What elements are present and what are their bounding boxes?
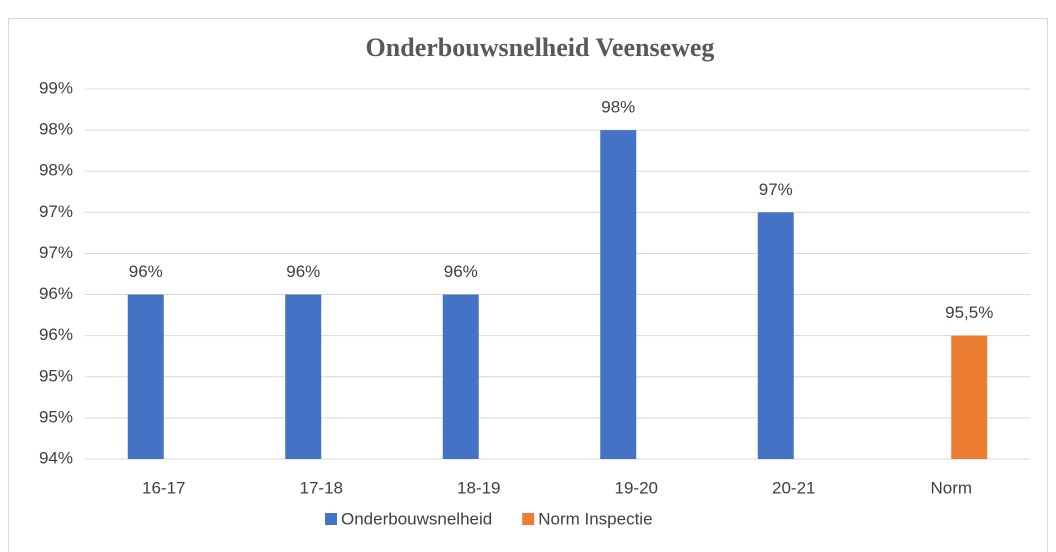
y-tick-label: 95% xyxy=(39,366,73,385)
legend-label: Norm Inspectie xyxy=(538,509,652,528)
bar xyxy=(951,335,988,459)
legend-swatch xyxy=(325,513,337,525)
data-label: 96% xyxy=(129,262,163,281)
data-label: 97% xyxy=(759,180,793,199)
bar xyxy=(757,212,794,459)
bar xyxy=(285,294,322,459)
x-tick-label: 19-20 xyxy=(615,478,658,497)
x-tick-label: Norm xyxy=(930,478,972,497)
y-tick-label: 94% xyxy=(39,448,73,467)
y-tick-label: 96% xyxy=(39,284,73,303)
x-tick-label: 17-18 xyxy=(300,478,343,497)
chart-frame xyxy=(8,18,1048,552)
x-tick-label: 18-19 xyxy=(457,478,500,497)
x-tick-label: 16-17 xyxy=(142,478,185,497)
y-tick-label: 97% xyxy=(39,243,73,262)
bar xyxy=(127,294,164,459)
bar xyxy=(600,130,637,459)
chart-title: Onderbouwsnelheid Veenseweg xyxy=(366,33,715,62)
data-label: 96% xyxy=(286,262,320,281)
x-tick-label: 20-21 xyxy=(772,478,815,497)
y-tick-label: 96% xyxy=(39,325,73,344)
y-tick-label: 98% xyxy=(39,120,73,139)
data-label: 95,5% xyxy=(945,303,993,322)
y-tick-label: 99% xyxy=(39,78,73,97)
data-label: 98% xyxy=(601,98,635,117)
y-tick-label: 98% xyxy=(39,161,73,180)
legend-swatch xyxy=(522,513,535,525)
legend-label: Onderbouwsnelheid xyxy=(341,509,492,528)
bar xyxy=(442,294,479,459)
data-label: 96% xyxy=(444,262,478,281)
y-tick-label: 95% xyxy=(39,407,73,426)
y-tick-label: 97% xyxy=(39,202,73,221)
